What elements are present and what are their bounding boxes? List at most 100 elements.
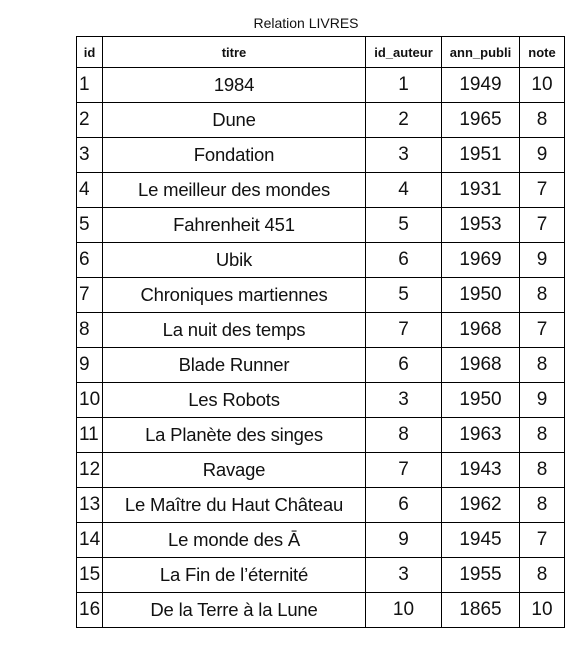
cell-ann-publi: 1945 [441, 522, 520, 558]
cell-ann-publi: 1953 [441, 207, 520, 243]
table-row: 14 Le monde des Ā 9 1945 7 [76, 522, 565, 558]
table-row: 4 Le meilleur des mondes 4 1931 7 [76, 172, 565, 208]
cell-id: 3 [76, 137, 103, 173]
cell-titre: Les Robots [102, 382, 366, 418]
cell-id: 6 [76, 242, 103, 278]
cell-titre: Fondation [102, 137, 366, 173]
cell-id-auteur: 3 [365, 137, 442, 173]
cell-note: 10 [519, 67, 565, 103]
table-row: 2 Dune 2 1965 8 [76, 102, 565, 138]
cell-note: 8 [519, 452, 565, 488]
column-header-id-auteur: id_auteur [365, 36, 442, 68]
cell-id-auteur: 7 [365, 452, 442, 488]
table-row: 16 De la Terre à la Lune 10 1865 10 [76, 592, 565, 628]
table-row: 11 La Planète des singes 8 1963 8 [76, 417, 565, 453]
cell-note: 9 [519, 137, 565, 173]
cell-id: 11 [76, 417, 103, 453]
cell-id: 10 [76, 382, 103, 418]
cell-id: 12 [76, 452, 103, 488]
cell-id-auteur: 2 [365, 102, 442, 138]
cell-note: 9 [519, 242, 565, 278]
table-row: 7 Chroniques martiennes 5 1950 8 [76, 277, 565, 313]
table-row: 5 Fahrenheit 451 5 1953 7 [76, 207, 565, 243]
cell-ann-publi: 1963 [441, 417, 520, 453]
cell-note: 10 [519, 592, 565, 628]
cell-id: 4 [76, 172, 103, 208]
cell-id: 15 [76, 557, 103, 593]
header-row: id titre id_auteur ann_publi note [76, 36, 565, 68]
cell-ann-publi: 1969 [441, 242, 520, 278]
cell-id: 13 [76, 487, 103, 523]
cell-note: 7 [519, 522, 565, 558]
cell-titre: Ravage [102, 452, 366, 488]
cell-id: 8 [76, 312, 103, 348]
cell-id-auteur: 5 [365, 207, 442, 243]
column-header-ann-publi: ann_publi [441, 36, 520, 68]
cell-titre: De la Terre à la Lune [102, 592, 366, 628]
cell-ann-publi: 1950 [441, 382, 520, 418]
cell-id: 1 [76, 67, 103, 103]
cell-id-auteur: 3 [365, 382, 442, 418]
cell-ann-publi: 1962 [441, 487, 520, 523]
cell-id-auteur: 3 [365, 557, 442, 593]
cell-titre: Ubik [102, 242, 366, 278]
cell-titre: Blade Runner [102, 347, 366, 383]
table-caption: Relation LIVRES [253, 15, 359, 31]
cell-id-auteur: 10 [365, 592, 442, 628]
livres-table: id titre id_auteur ann_publi note 1 1984 1… [76, 36, 565, 628]
table-row: 15 La Fin de l’éternité 3 1955 8 [76, 557, 565, 593]
cell-ann-publi: 1865 [441, 592, 520, 628]
cell-ann-publi: 1951 [441, 137, 520, 173]
cell-id-auteur: 7 [365, 312, 442, 348]
cell-titre: La Fin de l’éternité [102, 557, 366, 593]
cell-note: 7 [519, 312, 565, 348]
cell-id: 2 [76, 102, 103, 138]
cell-note: 9 [519, 382, 565, 418]
cell-id-auteur: 4 [365, 172, 442, 208]
table-row: 13 Le Maître du Haut Château 6 1962 8 [76, 487, 565, 523]
cell-titre: La nuit des temps [102, 312, 366, 348]
cell-titre: La Planète des singes [102, 417, 366, 453]
cell-note: 8 [519, 487, 565, 523]
cell-note: 8 [519, 417, 565, 453]
cell-id-auteur: 6 [365, 487, 442, 523]
cell-note: 8 [519, 277, 565, 313]
cell-id: 14 [76, 522, 103, 558]
cell-id: 16 [76, 592, 103, 628]
cell-id-auteur: 1 [365, 67, 442, 103]
table-row: 6 Ubik 6 1969 9 [76, 242, 565, 278]
cell-id: 5 [76, 207, 103, 243]
cell-titre: Le meilleur des mondes [102, 172, 366, 208]
cell-titre: Le monde des Ā [102, 522, 366, 558]
table-row: 10 Les Robots 3 1950 9 [76, 382, 565, 418]
cell-note: 7 [519, 207, 565, 243]
column-header-note: note [519, 36, 565, 68]
cell-note: 8 [519, 347, 565, 383]
cell-titre: Dune [102, 102, 366, 138]
cell-id-auteur: 9 [365, 522, 442, 558]
cell-id-auteur: 6 [365, 242, 442, 278]
cell-titre: Chroniques martiennes [102, 277, 366, 313]
cell-ann-publi: 1968 [441, 312, 520, 348]
cell-ann-publi: 1950 [441, 277, 520, 313]
cell-id-auteur: 8 [365, 417, 442, 453]
cell-titre: Le Maître du Haut Château [102, 487, 366, 523]
column-header-titre: titre [102, 36, 366, 68]
table-row: 1 1984 1 1949 10 [76, 67, 565, 103]
cell-titre: 1984 [102, 67, 366, 103]
table-row: 3 Fondation 3 1951 9 [76, 137, 565, 173]
cell-ann-publi: 1949 [441, 67, 520, 103]
table-row: 9 Blade Runner 6 1968 8 [76, 347, 565, 383]
cell-note: 8 [519, 557, 565, 593]
cell-note: 8 [519, 102, 565, 138]
cell-ann-publi: 1955 [441, 557, 520, 593]
cell-ann-publi: 1968 [441, 347, 520, 383]
cell-id: 7 [76, 277, 103, 313]
cell-id-auteur: 5 [365, 277, 442, 313]
cell-ann-publi: 1965 [441, 102, 520, 138]
table-body: 1 1984 1 1949 10 2 Dune 2 1965 8 3 Fondation 3 1951 9 4… [76, 67, 565, 628]
cell-note: 7 [519, 172, 565, 208]
column-header-id: id [76, 36, 103, 68]
cell-titre: Fahrenheit 451 [102, 207, 366, 243]
table-row: 12 Ravage 7 1943 8 [76, 452, 565, 488]
